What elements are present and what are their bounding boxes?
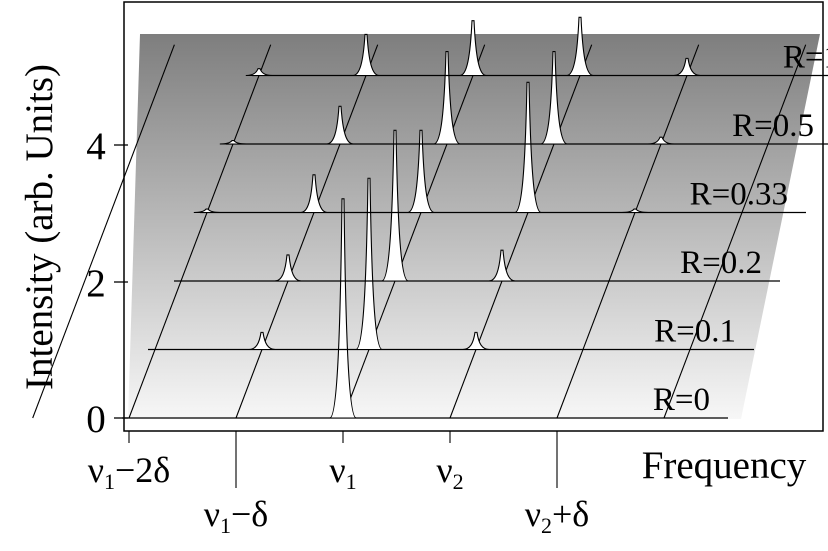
- spectral-peak: [433, 50, 461, 145]
- spectral-peak: [300, 174, 328, 214]
- spectral-peak: [566, 16, 594, 77]
- spectral-peak: [514, 81, 542, 214]
- spectral-peak: [329, 198, 357, 419]
- spectral-peak: [647, 136, 675, 145]
- spectral-peak: [540, 50, 568, 145]
- frequency-gridline: [235, 44, 379, 419]
- frequency-gridline: [342, 44, 486, 419]
- spectral-peak: [352, 33, 380, 77]
- spectral-peak: [462, 331, 490, 351]
- series-trace: R=0.1: [148, 177, 754, 351]
- series-label: R=0: [653, 382, 710, 418]
- x-tick-label: ν1−2δ: [88, 450, 171, 494]
- spectral-peak: [381, 129, 409, 282]
- x-axis: ν1−2δ ν1−δ ν1 ν2 ν2+δ: [88, 431, 590, 538]
- series-trace: R=0.5: [219, 50, 828, 145]
- series-label: R=1: [783, 40, 828, 76]
- plot-frame: [123, 1, 824, 432]
- spectral-peak: [488, 249, 516, 282]
- spectral-peak: [326, 105, 354, 145]
- series-trace: R=0.33: [193, 81, 806, 214]
- series-group: R=0 R=0.1 R=0.2 R=0.33 R=0.5 R=1: [122, 16, 828, 419]
- spectral-peak: [673, 57, 701, 77]
- frequency-gridline: [128, 44, 272, 419]
- spectral-peak: [407, 129, 435, 214]
- series-label: R=0.2: [680, 245, 762, 281]
- spectral-peak: [245, 68, 273, 77]
- spectral-peak: [621, 208, 649, 214]
- spectral-peak: [459, 20, 487, 77]
- spectral-peak: [219, 140, 247, 145]
- spectral-peak: [248, 331, 276, 351]
- y-axis: 0 2 4: [86, 125, 128, 441]
- x-tick-label: ν2: [436, 450, 463, 494]
- series-label: R=0.1: [654, 314, 736, 350]
- spectral-peak: [193, 208, 221, 214]
- series-trace: R=0: [122, 198, 728, 419]
- y-tick-label: 0: [86, 398, 106, 441]
- y-axis-label: Intensity (arb. Units): [18, 64, 61, 390]
- frequency-gridline: [663, 44, 807, 419]
- spectral-peak: [274, 254, 302, 282]
- frequency-gridline: [449, 44, 593, 419]
- series-trace: R=0.2: [174, 129, 780, 282]
- x-tick-label: ν2+δ: [525, 494, 590, 538]
- frequency-gridline: [32, 44, 175, 419]
- series-label: R=0.5: [732, 108, 814, 144]
- x-tick-label: ν1: [329, 450, 356, 494]
- x-tick-label: ν1−δ: [204, 494, 269, 538]
- x-axis-label: Frequency: [642, 444, 807, 487]
- y-tick-label: 4: [86, 125, 106, 168]
- y-tick-label: 2: [86, 262, 106, 305]
- spectral-peak: [355, 177, 383, 351]
- series-label: R=0.33: [690, 177, 788, 213]
- series-trace: R=1: [245, 16, 828, 77]
- shaded-plane: [128, 34, 820, 419]
- frequency-gridline: [556, 44, 700, 419]
- frequency-gridlines: [32, 44, 807, 419]
